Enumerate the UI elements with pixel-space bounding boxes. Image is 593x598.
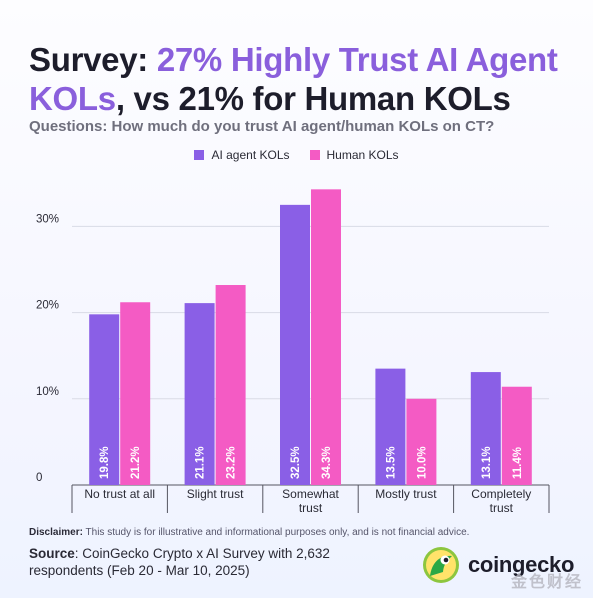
bar-chart: 0 10% 20% 30% 19.8% 21.2% No trust at all 21.1%…	[36, 189, 550, 515]
data-label: 13.1%	[481, 446, 493, 479]
legend-swatch-ai	[194, 150, 205, 160]
y-tick-label: 30%	[36, 213, 59, 225]
data-label: 21.1%	[195, 446, 207, 479]
bar-ai-agent	[280, 204, 310, 485]
disclaimer-label: Disclaimer:	[29, 527, 83, 538]
chart-title: Survey: 27% Highly Trust AI Agent KOLs, …	[29, 40, 589, 118]
data-label: 10.0%	[416, 446, 428, 479]
source-text: : CoinGecko Crypto x AI Survey with 2,63…	[29, 546, 330, 578]
chart-subtitle: Questions: How much do you trust AI agen…	[29, 118, 495, 135]
bar-ai-agent	[89, 314, 120, 485]
bar-human	[120, 302, 151, 485]
logo-text: coingecko	[468, 552, 575, 577]
bar-ai-agent	[375, 368, 406, 485]
data-label: 19.8%	[99, 446, 111, 479]
title-accent-2: KOLs	[29, 80, 116, 117]
data-label: 21.2%	[130, 446, 142, 479]
y-tick-label: 0	[36, 472, 42, 484]
bar-human	[215, 285, 246, 485]
disclaimer: Disclaimer: This study is for illustrati…	[29, 527, 469, 538]
y-tick-label: 10%	[36, 386, 59, 398]
disclaimer-text: This study is for illustrative and infor…	[82, 527, 470, 538]
y-tick-label: 20%	[36, 300, 59, 312]
source-note: Source: CoinGecko Crypto x AI Survey wit…	[29, 545, 389, 579]
x-tick-label: No trust at all	[84, 487, 155, 501]
x-tick-label: Mostly trust	[375, 487, 437, 501]
x-tick-label: Completely	[471, 487, 531, 501]
data-label: 13.5%	[385, 446, 397, 479]
title-accent-1: 27% Highly Trust AI Agent	[156, 41, 558, 78]
x-tick-label: Somewhat	[282, 487, 339, 501]
title-suffix: , vs 21% for Human KOLs	[115, 80, 511, 117]
legend-item-ai: AI agent KOLs	[194, 148, 290, 162]
gecko-icon	[423, 547, 459, 583]
x-tick-label: trust	[299, 501, 323, 515]
bar-human	[311, 189, 341, 486]
data-label: 34.3%	[321, 446, 333, 479]
legend-item-human: Human KOLs	[309, 148, 399, 162]
source-label: Source	[29, 546, 75, 561]
bar-human	[406, 398, 437, 485]
coingecko-logo: coingecko	[422, 546, 574, 584]
bar-human	[501, 386, 532, 485]
bar-ai-agent	[184, 303, 215, 485]
legend-label-ai: AI agent KOLs	[211, 148, 290, 162]
legend-label-human: Human KOLs	[326, 148, 399, 162]
x-tick-label: Slight trust	[187, 487, 244, 501]
watermark: 金色财经	[510, 574, 583, 591]
data-label: 32.5%	[290, 446, 302, 479]
legend: AI agent KOLs Human KOLs	[0, 148, 593, 162]
data-label: 11.4%	[512, 447, 524, 479]
title-prefix: Survey:	[29, 41, 157, 78]
data-label: 23.2%	[226, 446, 238, 479]
x-tick-label: trust	[490, 501, 514, 515]
legend-swatch-human	[309, 150, 320, 160]
bar-ai-agent	[470, 372, 501, 485]
